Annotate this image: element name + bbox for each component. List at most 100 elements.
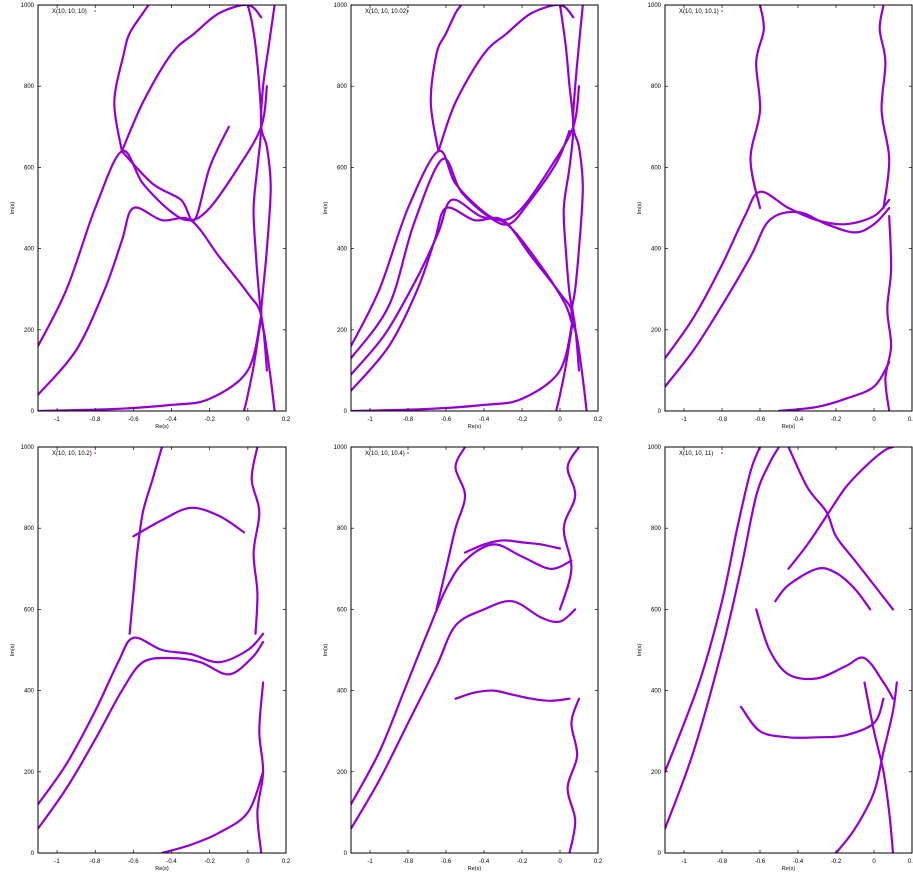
plot-frame — [350, 446, 599, 854]
x-axis-label: Re(s) — [782, 866, 796, 872]
x-tick-label: 0.2 — [594, 859, 603, 865]
y-tick-label: 600 — [337, 165, 348, 171]
x-tick-label: -0.2 — [831, 859, 842, 865]
series-curve — [113, 5, 150, 153]
y-tick-label: 400 — [651, 247, 662, 253]
plot-frame — [37, 4, 287, 412]
y-axis-label: Im(s) — [10, 644, 16, 657]
x-tick-label: 0 — [246, 859, 250, 865]
chart-panel-6: -1 -0.8 -0.6 -0.4 -0.2 0 0.2 0 200 400 600 800 1000 R… — [637, 445, 913, 872]
x-tick-label: 0 — [558, 859, 562, 865]
x-tick-label: 0.2 — [282, 859, 291, 865]
y-tick-label: 600 — [24, 165, 35, 171]
x-tick-label: -0.4 — [479, 859, 490, 865]
x-tick-label: -0.6 — [441, 417, 452, 423]
x-tick-label: -1 — [681, 859, 687, 865]
x-tick-label: -1 — [54, 417, 60, 423]
series-curve — [787, 447, 895, 570]
series-curve — [351, 543, 573, 806]
x-tick-label: -0.8 — [403, 417, 414, 423]
y-tick-label: 600 — [337, 607, 348, 613]
legend-marker — [407, 10, 409, 12]
y-tick-label: 0 — [344, 409, 348, 415]
y-tick-label: 200 — [24, 328, 35, 334]
x-tick-label: 0 — [872, 859, 876, 865]
series-curve — [570, 5, 588, 411]
plot-area — [665, 5, 893, 411]
x-tick-label: -1 — [367, 417, 373, 423]
series-curve — [878, 5, 891, 210]
x-tick-label: 0.2 — [594, 417, 603, 423]
y-axis-label: Im(s) — [637, 202, 643, 215]
series-curve — [38, 85, 268, 348]
legend-marker — [721, 10, 723, 12]
series-curve — [454, 689, 571, 702]
series-curve — [38, 632, 265, 806]
y-tick-label: 600 — [24, 607, 35, 613]
y-tick-label: 0 — [31, 851, 35, 857]
x-tick-label: -0.8 — [90, 417, 101, 423]
plot-area — [38, 5, 276, 411]
series-curve — [429, 5, 463, 153]
series-curve — [884, 215, 893, 411]
x-tick-label: -0.8 — [717, 417, 728, 423]
series-curve — [259, 5, 276, 411]
x-tick-label: -1 — [54, 859, 60, 865]
y-tick-label: 1000 — [648, 3, 662, 9]
series-curve — [351, 129, 571, 360]
legend-label: X(10, 10, 10.2) — [52, 451, 92, 457]
legend-marker — [407, 452, 409, 454]
series-curve — [463, 539, 562, 554]
series-curve — [749, 5, 765, 210]
y-tick-label: 1000 — [21, 3, 35, 9]
x-tick-label: -0.2 — [205, 417, 216, 423]
y-tick-label: 1000 — [334, 445, 348, 451]
series-curve — [38, 314, 263, 411]
x-tick-label: -0.6 — [755, 859, 766, 865]
series-curve — [242, 5, 263, 411]
legend-label: X(10, 10, 10.4) — [365, 451, 405, 457]
series-curve — [665, 447, 762, 773]
x-tick-label: 0 — [558, 417, 562, 423]
chart-panel-3: -1 -0.8 -0.6 -0.4 -0.2 0 0.2 0 200 400 600 800 1000 R… — [637, 3, 913, 430]
plot-area — [351, 5, 588, 411]
x-tick-label: -0.6 — [441, 859, 452, 865]
x-tick-label: -0.2 — [831, 417, 842, 423]
x-tick-label: -0.6 — [128, 417, 139, 423]
series-curve — [787, 447, 895, 611]
x-tick-label: 0 — [246, 417, 250, 423]
legend-label: X(10, 10, 10.02) — [365, 9, 408, 15]
series-curve — [160, 770, 265, 853]
series-curve — [120, 5, 263, 153]
plot-area — [351, 447, 581, 853]
y-axis-label: Im(s) — [10, 202, 16, 215]
y-tick-label: 1000 — [648, 445, 662, 451]
y-axis-label: Im(s) — [323, 644, 329, 657]
x-axis-label: Re(s) — [468, 424, 482, 430]
y-tick-label: 800 — [651, 84, 662, 90]
series-curve — [250, 447, 261, 635]
x-tick-label: -1 — [367, 859, 373, 865]
chart-panel-4: -1 -0.8 -0.6 -0.4 -0.2 0 0.2 0 200 400 600 800 1000 R… — [10, 445, 291, 872]
series-curve — [665, 190, 891, 360]
chart-panel-2: -1 -0.8 -0.6 -0.4 -0.2 0 0.2 0 200 400 600 800 1000 R… — [323, 3, 603, 430]
x-tick-label: 0 — [872, 417, 876, 423]
plot-frame — [664, 446, 913, 854]
x-tick-label: 0.2 — [282, 417, 291, 423]
series-curve — [739, 697, 885, 739]
series-curve — [774, 567, 872, 611]
series-curve — [351, 314, 575, 411]
x-tick-label: -0.8 — [403, 859, 414, 865]
y-axis-label: Im(s) — [323, 202, 329, 215]
series-curve — [38, 640, 265, 830]
y-axis-label: Im(s) — [637, 644, 643, 657]
plot-frame — [664, 4, 913, 412]
series-curve — [755, 608, 895, 700]
x-tick-label: 0.2 — [908, 859, 913, 865]
y-tick-label: 600 — [651, 165, 662, 171]
y-tick-label: 600 — [651, 607, 662, 613]
series-curve — [437, 5, 575, 153]
x-tick-label: -0.2 — [517, 417, 528, 423]
series-curve — [555, 5, 575, 411]
x-tick-label: -0.4 — [479, 417, 490, 423]
